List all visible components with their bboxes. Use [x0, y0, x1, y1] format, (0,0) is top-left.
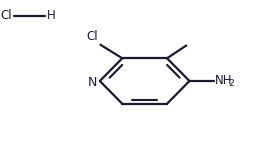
Text: 2: 2: [228, 80, 234, 88]
Text: Cl: Cl: [1, 9, 12, 22]
Text: Cl: Cl: [86, 30, 98, 43]
Text: H: H: [47, 9, 56, 22]
Text: N: N: [87, 76, 97, 89]
Text: NH: NH: [215, 75, 232, 87]
